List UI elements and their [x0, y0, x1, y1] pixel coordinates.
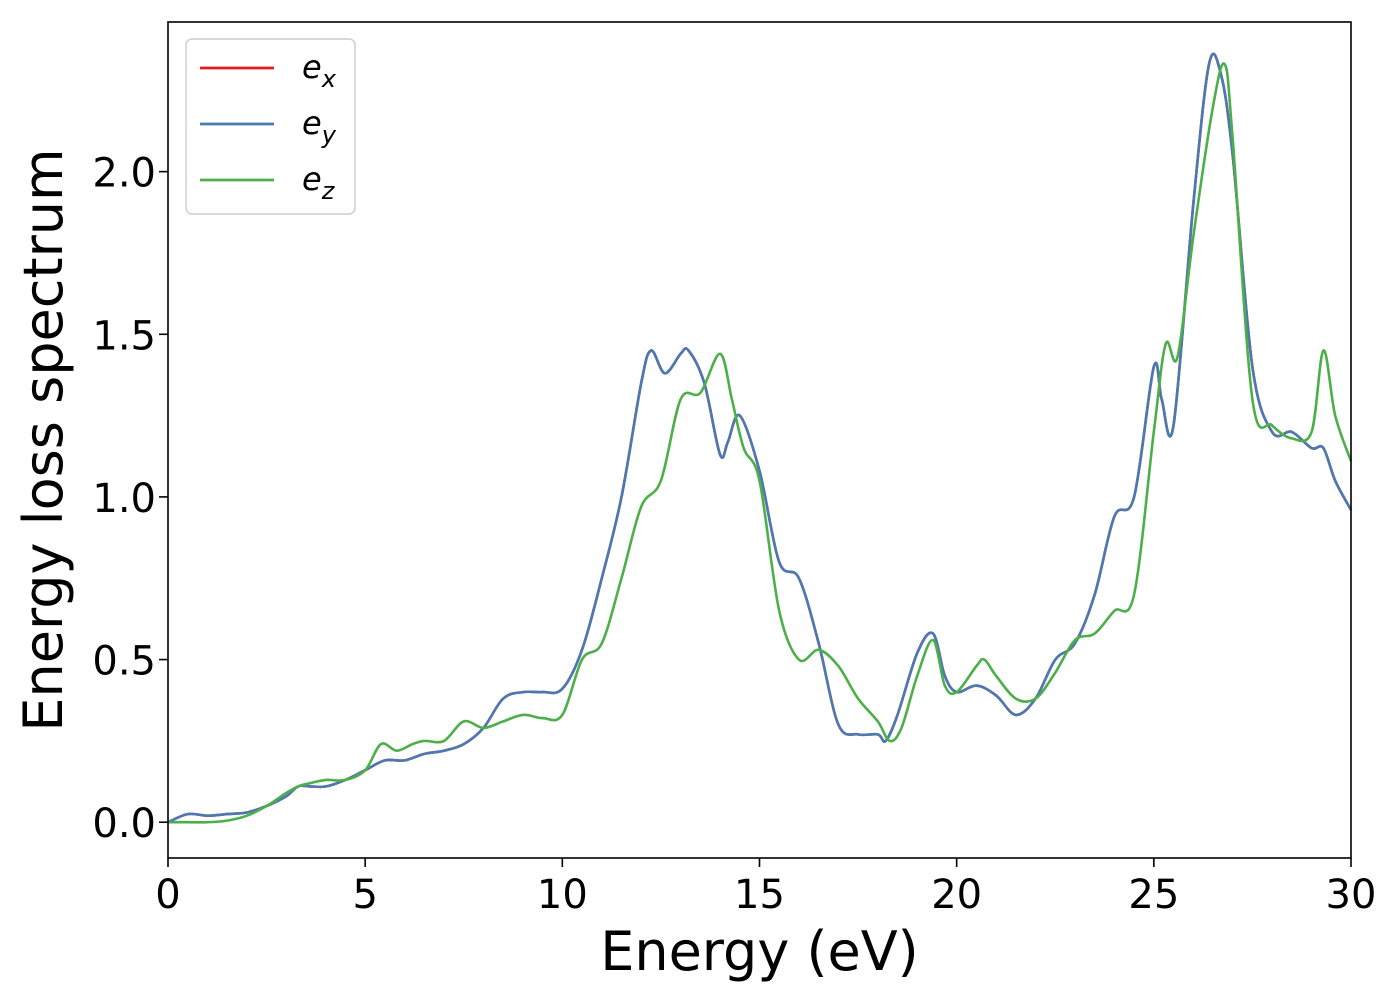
x-tick-label: 5 — [352, 872, 377, 918]
y-axis-ticks: 0.0 0.5 1.0 1.5 2.0 — [92, 151, 168, 847]
y-axis-title: Energy loss spectrum — [12, 148, 75, 731]
legend-label-z: ez — [302, 160, 336, 205]
x-tick-label: 20 — [931, 872, 982, 918]
x-tick-label: 25 — [1128, 872, 1179, 918]
legend: ex ey ez — [185, 38, 356, 215]
y-tick-label: 1.5 — [92, 313, 156, 359]
x-axis-ticks: 0 5 10 15 20 25 30 — [155, 858, 1376, 918]
series-line-z — [167, 62, 1353, 824]
series-layer — [167, 52, 1353, 824]
legend-label-y: ey — [302, 104, 337, 149]
legend-frame — [185, 38, 356, 215]
y-tick-label: 0.0 — [92, 801, 156, 847]
x-tick-label: 15 — [734, 872, 785, 918]
y-tick-label: 2.0 — [92, 151, 156, 197]
x-tick-label: 0 — [155, 872, 180, 918]
x-tick-label: 10 — [537, 872, 588, 918]
legend-label-x: ex — [302, 48, 337, 93]
x-axis-title: Energy (eV) — [600, 920, 919, 983]
y-tick-label: 1.0 — [92, 476, 156, 522]
y-tick-label: 0.5 — [92, 639, 156, 685]
x-tick-label: 30 — [1326, 872, 1377, 918]
